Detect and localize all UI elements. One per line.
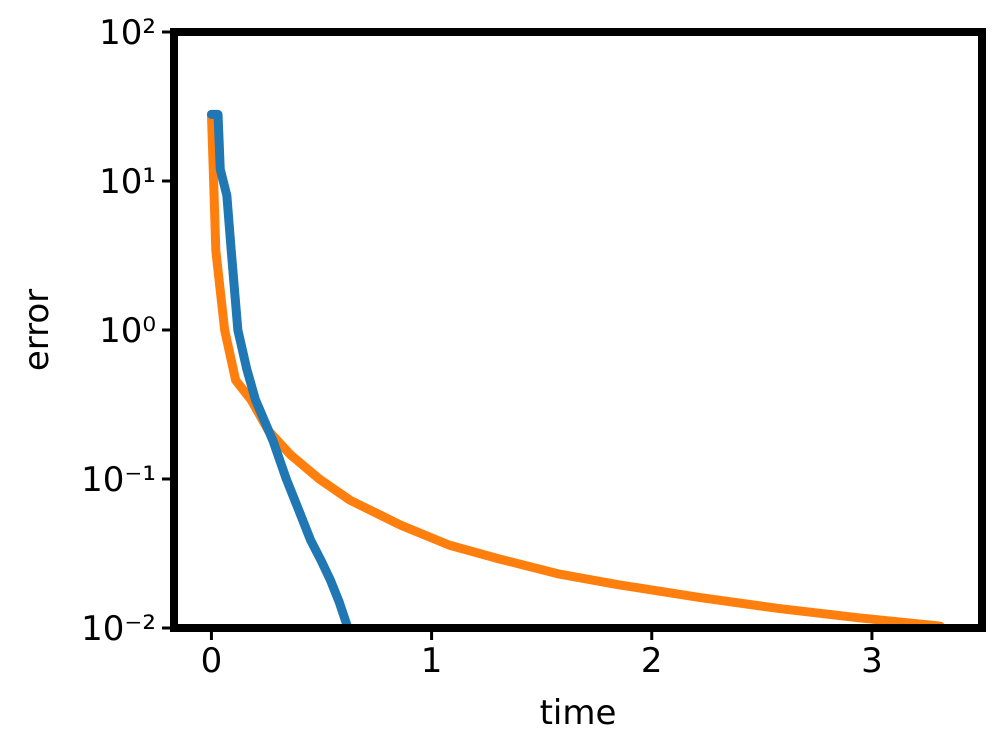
x-axis-label: time xyxy=(540,693,617,733)
x-tick-label: 0 xyxy=(201,641,223,681)
x-tick-label: 3 xyxy=(861,641,883,681)
y-tick-label: 10¹ xyxy=(99,162,156,202)
y-axis-label: error xyxy=(17,289,57,371)
x-tick-label: 2 xyxy=(641,641,663,681)
y-tick-label: 10⁰ xyxy=(99,311,156,351)
y-tick-label: 10² xyxy=(99,13,156,53)
y-tick-label: 10⁻¹ xyxy=(81,460,156,500)
x-tick-label: 1 xyxy=(421,641,443,681)
series-line xyxy=(206,109,353,628)
plot-frame xyxy=(170,28,986,632)
plot-area xyxy=(206,109,945,628)
y-tick-label: 10⁻² xyxy=(81,609,156,649)
series-line xyxy=(206,109,945,628)
